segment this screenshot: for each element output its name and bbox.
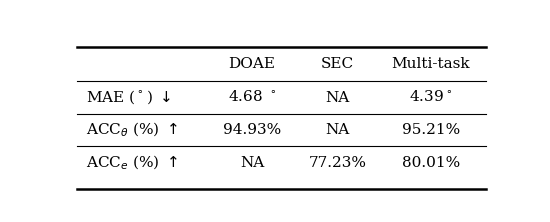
Text: 94.93%: 94.93% <box>223 123 281 137</box>
Text: 95.21%: 95.21% <box>402 123 460 137</box>
Text: 4.39$^\circ$: 4.39$^\circ$ <box>409 90 453 105</box>
Text: ACC$_\theta$ (%) $\uparrow$: ACC$_\theta$ (%) $\uparrow$ <box>86 121 178 139</box>
Text: Multi-task: Multi-task <box>392 57 470 71</box>
Text: SEC: SEC <box>321 57 354 71</box>
Text: NA: NA <box>325 91 349 105</box>
Text: 77.23%: 77.23% <box>309 156 366 170</box>
Text: MAE ($^\circ$) $\downarrow$: MAE ($^\circ$) $\downarrow$ <box>86 89 171 106</box>
Text: DOAE: DOAE <box>229 57 276 71</box>
Text: 80.01%: 80.01% <box>402 156 460 170</box>
Text: NA: NA <box>240 156 264 170</box>
Text: NA: NA <box>325 123 349 137</box>
Text: ACC$_e$ (%) $\uparrow$: ACC$_e$ (%) $\uparrow$ <box>86 153 178 172</box>
Text: 4.68 $^\circ$: 4.68 $^\circ$ <box>228 90 276 105</box>
